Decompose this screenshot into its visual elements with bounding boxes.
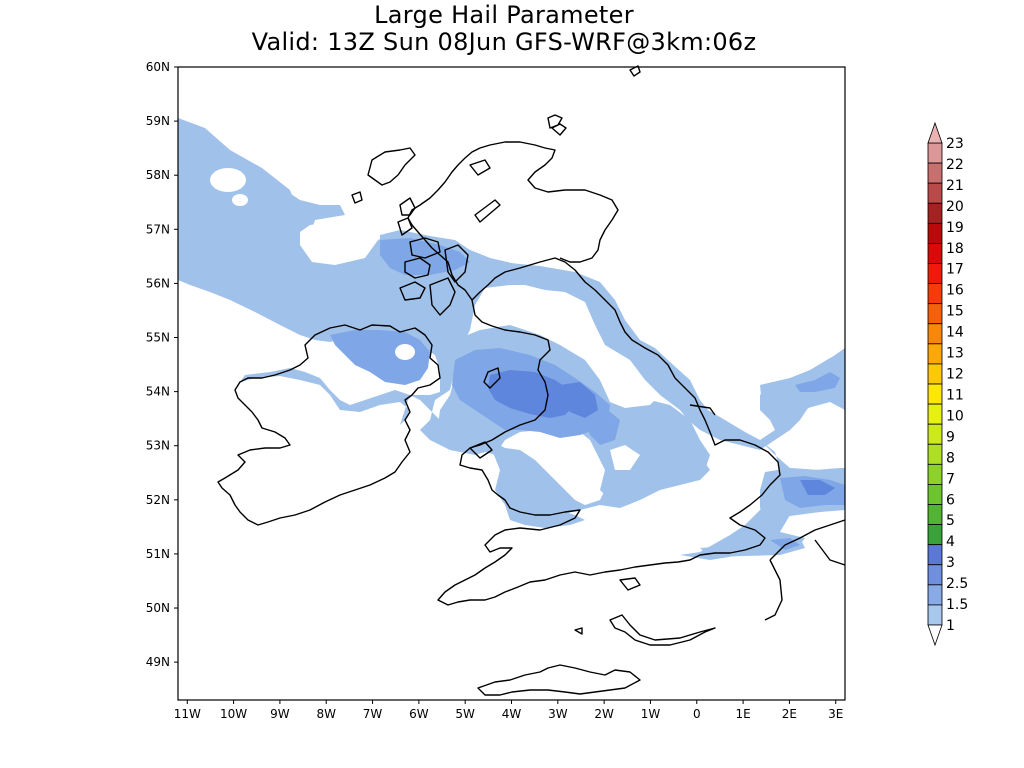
- colorbar-label: 13: [946, 346, 964, 362]
- colorbar-label: 9: [946, 429, 955, 445]
- colorbar-label: 1: [946, 618, 955, 634]
- lat-tick-label: 51N: [146, 547, 170, 561]
- colorbar-box: [927, 604, 943, 626]
- lon-tick-label: 1E: [735, 707, 750, 721]
- colorbar-label: 17: [946, 262, 964, 278]
- colorbar-box: [927, 584, 943, 606]
- colorbar-label: 22: [946, 157, 964, 173]
- colorbar-label: 20: [946, 199, 964, 215]
- lat-tick-label: 60N: [146, 60, 170, 74]
- colorbar-label: 7: [946, 471, 955, 487]
- lon-tick-label: 2E: [782, 707, 797, 721]
- colorbar-box: [927, 544, 943, 566]
- lat-tick-label: 57N: [146, 222, 170, 236]
- lat-tick-label: 53N: [146, 439, 170, 453]
- colorbar-box: [927, 524, 943, 546]
- lon-tick-label: 3E: [828, 707, 843, 721]
- colorbar-label: 14: [946, 325, 964, 341]
- scotland-coast: [407, 141, 619, 301]
- colorbar-label: 8: [946, 450, 955, 466]
- lat-tick-label: 56N: [146, 276, 170, 290]
- ireland-coast: [217, 324, 441, 526]
- lon-tick-label: 5W: [455, 707, 475, 721]
- colorbar-labels: 1 1.5 2.5 3 4 5 6 7 8 9 10 11 12 13 14 15 16 17 18 19 20 21 22…: [946, 136, 968, 634]
- lon-tick-label: 3W: [548, 707, 568, 721]
- coastlines: [217, 65, 846, 696]
- colorbar-boxes: [927, 121, 943, 647]
- lon-tick-label: 9W: [270, 707, 290, 721]
- colorbar-box: [927, 222, 943, 244]
- colorbar-label: 2.5: [946, 576, 968, 592]
- colorbar-label: 11: [946, 387, 964, 403]
- chart-title: Large Hail Parameter Valid: 13Z Sun 08Ju…: [0, 2, 1008, 56]
- colorbar-label: 16: [946, 283, 964, 299]
- colorbar-label: 1.5: [946, 597, 968, 613]
- colorbar-box: [927, 303, 943, 325]
- colorbar-box: [927, 202, 943, 224]
- title-line-1: Large Hail Parameter: [374, 1, 634, 29]
- longitude-axis: 11W 10W 9W 8W 7W 6W 5W 4W 3W 2W 1W 0 1E 2E 3E: [174, 700, 843, 721]
- colorbar-label: 3: [946, 555, 955, 571]
- colorbar-box: [927, 484, 943, 505]
- colorbar-label: 6: [946, 492, 955, 508]
- colorbar-label: 10: [946, 408, 964, 424]
- lon-tick-label: 8W: [316, 707, 336, 721]
- colorbar-label: 23: [946, 136, 964, 152]
- colorbar-box: [927, 343, 943, 365]
- hail-shading-dark: [488, 370, 835, 495]
- colorbar-box: [927, 363, 943, 385]
- lon-tick-label: 4W: [502, 707, 522, 721]
- lat-tick-label: 59N: [146, 114, 170, 128]
- shading-clear-areas: [210, 168, 660, 470]
- colorbar-over-arrow: [927, 121, 943, 144]
- colorbar-label: 21: [946, 178, 964, 194]
- lat-tick-label: 58N: [146, 168, 170, 182]
- colorbar-label: 19: [946, 220, 964, 236]
- colorbar-box: [927, 162, 943, 184]
- lat-tick-label: 50N: [146, 601, 170, 615]
- colorbar-box: [927, 423, 943, 445]
- lon-tick-label: 11W: [174, 707, 201, 721]
- colorbar-under-arrow: [927, 624, 943, 647]
- colorbar-box: [927, 283, 943, 305]
- colorbar-box: [927, 383, 943, 405]
- colorbar-box: [927, 182, 943, 204]
- lat-tick-label: 52N: [146, 493, 170, 507]
- lon-tick-label: 0: [693, 707, 701, 721]
- colorbar-label: 12: [946, 367, 964, 383]
- lon-tick-label: 7W: [363, 707, 383, 721]
- france-coast: [477, 664, 641, 696]
- colorbar-label: 5: [946, 513, 955, 529]
- lat-tick-label: 54N: [146, 385, 170, 399]
- colorbar-box: [927, 263, 943, 284]
- colorbar-box: [927, 463, 943, 485]
- colorbar-box: [927, 403, 943, 425]
- colorbar-box: [927, 504, 943, 525]
- latitude-axis: 60N 59N 58N 57N 56N 55N 54N 53N 52N 51N 50N 49N: [146, 60, 178, 669]
- lon-tick-label: 6W: [409, 707, 429, 721]
- lon-tick-label: 1W: [641, 707, 661, 721]
- colorbar-box: [927, 564, 943, 586]
- title-line-2: Valid: 13Z Sun 08Jun GFS-WRF@3km:06z: [251, 28, 757, 56]
- lon-tick-label: 10W: [220, 707, 247, 721]
- colorbar-label: 4: [946, 534, 955, 550]
- lat-tick-label: 49N: [146, 655, 170, 669]
- colorbar-box: [927, 243, 943, 264]
- colorbar-box: [927, 443, 943, 465]
- colorbar-box: [927, 323, 943, 345]
- colorbar-label: 18: [946, 241, 964, 257]
- lat-tick-label: 55N: [146, 331, 170, 345]
- colorbar-label: 15: [946, 304, 964, 320]
- lon-tick-label: 2W: [594, 707, 614, 721]
- colorbar-box: [927, 142, 943, 164]
- great-britain-coast: [437, 257, 781, 606]
